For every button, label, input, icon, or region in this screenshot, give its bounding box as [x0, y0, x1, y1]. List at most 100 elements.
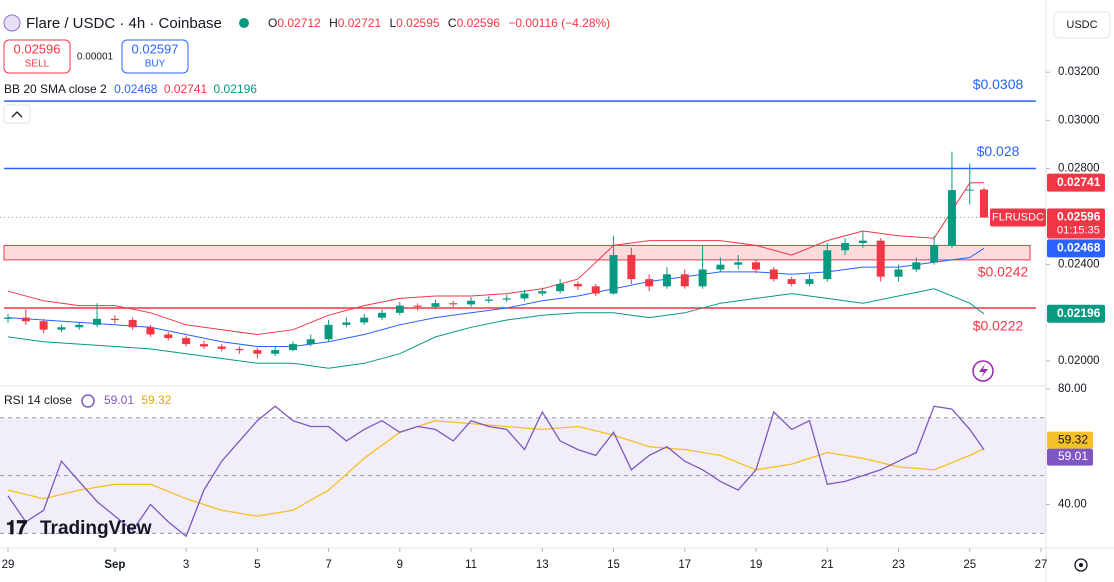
- rsi-badge: [1047, 431, 1093, 449]
- candle-body: [734, 262, 743, 265]
- ohlc-value: 0.02712: [277, 16, 321, 30]
- rsi-icon[interactable]: [81, 394, 95, 408]
- x-tick-label: 7: [325, 559, 331, 571]
- candle-body: [484, 299, 493, 301]
- candle-body: [235, 348, 244, 351]
- candle-body: [93, 318, 102, 325]
- candle-body: [680, 274, 689, 287]
- candle-body: [467, 300, 476, 305]
- collapse-icon: [11, 111, 23, 118]
- chart-title: Flare / USDC · 4h · Coinbase: [26, 15, 222, 32]
- candle-body: [841, 243, 850, 251]
- buy-label: BUY: [145, 59, 166, 70]
- candle-body: [805, 279, 814, 284]
- ohlc-key: O: [268, 16, 277, 30]
- zone: [3, 244, 1031, 261]
- spread: 0.00001: [77, 52, 114, 63]
- candle-body: [39, 321, 48, 330]
- price-badge: [1047, 304, 1105, 323]
- y-tick-label: 0.03200: [1058, 66, 1100, 78]
- band-middle: [7, 247, 985, 347]
- indicator-value: 59.01: [104, 393, 134, 407]
- rsi-ma: [7, 420, 985, 517]
- candle-body: [752, 262, 761, 270]
- y-tick-label: 0.02000: [1058, 355, 1100, 367]
- ohlc-value: 0.02721: [338, 16, 382, 30]
- candle-body: [912, 262, 921, 270]
- candle-body: [57, 327, 66, 330]
- sell-button[interactable]: [3, 39, 71, 74]
- y-tick-label: 0.02800: [1058, 162, 1100, 174]
- price-badge: [1047, 173, 1105, 192]
- candle-body: [413, 305, 422, 307]
- symbol-tag-label: FLRUSDC: [992, 211, 1044, 223]
- x-tick-label: 5: [254, 559, 260, 571]
- x-tick-label: 3: [183, 559, 189, 571]
- candle-body: [449, 303, 458, 305]
- collapse-button[interactable]: [3, 104, 31, 124]
- y-tick-label: 0.02400: [1058, 259, 1100, 271]
- rsi-badge-label: 59.32: [1058, 432, 1088, 446]
- candle-body: [662, 274, 671, 287]
- candle-body: [271, 350, 280, 354]
- branding: TradingView: [40, 518, 152, 539]
- candle-body: [146, 327, 155, 335]
- rsi-legend: RSI 14 close: [4, 393, 72, 407]
- price-badge: [1047, 239, 1105, 258]
- currency: USDC: [1066, 19, 1097, 31]
- candle-body: [253, 350, 262, 354]
- candle-body: [360, 317, 369, 323]
- candle-body: [342, 322, 351, 325]
- x-tick-label: 27: [1035, 559, 1048, 571]
- settings-dot: [1079, 563, 1083, 567]
- candle-body: [769, 269, 778, 280]
- price-badge-label: 0.02468: [1057, 240, 1101, 254]
- alert-bolt: [979, 364, 988, 378]
- buy-button[interactable]: [121, 39, 189, 74]
- candle-body: [591, 286, 600, 294]
- x-tick-label: 29: [2, 559, 15, 571]
- candle-body: [930, 245, 939, 263]
- candle-body: [698, 269, 707, 287]
- candle-body: [306, 339, 315, 345]
- ohlc-key: C: [448, 16, 457, 30]
- market-status[interactable]: [239, 18, 249, 28]
- currency-button[interactable]: [1053, 11, 1111, 39]
- zone-label: $0.0242: [978, 264, 1029, 280]
- level-label: $0.028: [977, 143, 1020, 159]
- candle-body: [538, 291, 547, 294]
- change: −0.00116 (−4.28%): [508, 16, 610, 30]
- indicator-name: RSI 14 close: [4, 393, 72, 407]
- candle-body: [288, 344, 297, 351]
- indicator-value: 0.02468: [114, 82, 158, 96]
- ohlc: O0.02712 H0.02721 L0.02595 C0.02596 −0.0…: [268, 16, 610, 30]
- x-tick-label: 15: [607, 559, 620, 571]
- candle-body: [324, 324, 333, 340]
- candle-body: [787, 279, 796, 284]
- sell-price: 0.02596: [14, 41, 61, 56]
- x-tick-label: 19: [750, 559, 763, 571]
- settings-icon[interactable]: [1074, 558, 1088, 572]
- candle-body: [645, 279, 654, 287]
- level-label: $0.0308: [973, 76, 1024, 92]
- ohlc-value: 0.02596: [457, 16, 501, 30]
- candle-body: [520, 293, 529, 299]
- candle-body: [128, 320, 137, 328]
- x-tick-label: 13: [536, 559, 549, 571]
- candle-body: [876, 240, 885, 277]
- band-lower: [7, 288, 985, 369]
- candle-body: [556, 283, 565, 292]
- indicator-value: 0.02196: [214, 82, 258, 96]
- band-upper: [7, 182, 985, 336]
- x-tick-label: 17: [678, 559, 691, 571]
- indicator-name: BB 20 SMA close 2: [4, 82, 107, 96]
- rsi-badge-label: 59.01: [1058, 449, 1088, 463]
- candle-body: [199, 344, 208, 347]
- candle-body: [182, 338, 191, 345]
- candle-body: [947, 190, 956, 246]
- background-layer: [0, 100, 1046, 534]
- y-tick-label: 0.03000: [1058, 114, 1100, 126]
- ohlc-value: 0.02595: [396, 16, 440, 30]
- buy-price: 0.02597: [132, 41, 179, 56]
